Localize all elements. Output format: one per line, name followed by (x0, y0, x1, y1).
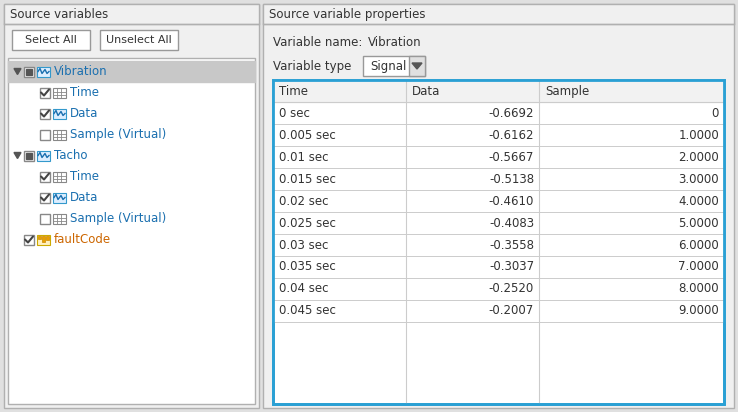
Bar (37, 150, 50, 161)
Text: -0.6692: -0.6692 (489, 106, 534, 119)
Text: Sample (Virtual): Sample (Virtual) (70, 212, 166, 225)
Text: 0.04 sec: 0.04 sec (279, 283, 328, 295)
Bar (273, 190, 724, 212)
Text: 0.01 sec: 0.01 sec (279, 150, 328, 164)
Text: -0.6162: -0.6162 (489, 129, 534, 141)
Text: Vibration: Vibration (54, 65, 108, 78)
Text: Data: Data (70, 107, 98, 120)
Bar (40, 129, 50, 140)
Text: Variable type: Variable type (273, 59, 351, 73)
Text: Time: Time (70, 170, 99, 183)
Bar (4, 4, 259, 24)
Bar (100, 30, 178, 50)
Bar (53, 108, 66, 119)
Polygon shape (14, 68, 21, 75)
Bar (46, 236, 49, 239)
Text: 0: 0 (711, 106, 719, 119)
Bar (273, 212, 724, 234)
Bar (53, 171, 66, 182)
Text: 9.0000: 9.0000 (678, 304, 719, 318)
Text: 6.0000: 6.0000 (678, 239, 719, 251)
Bar (53, 192, 66, 203)
Bar (273, 146, 724, 168)
Bar (40, 213, 50, 223)
Text: Source variables: Source variables (10, 7, 108, 21)
Text: 3.0000: 3.0000 (678, 173, 719, 185)
Polygon shape (412, 63, 422, 69)
Bar (409, 56, 425, 76)
Bar (24, 66, 34, 77)
Text: Sample (Virtual): Sample (Virtual) (70, 128, 166, 141)
Text: 0.015 sec: 0.015 sec (279, 173, 336, 185)
Bar (26, 68, 32, 75)
Bar (53, 87, 66, 98)
Text: 0.005 sec: 0.005 sec (279, 129, 336, 141)
Bar (24, 234, 34, 244)
Bar (263, 4, 734, 24)
Text: 4.0000: 4.0000 (678, 194, 719, 208)
Bar (273, 80, 724, 404)
Polygon shape (14, 152, 21, 159)
Bar (53, 129, 66, 140)
Text: 8.0000: 8.0000 (678, 283, 719, 295)
Bar (12, 30, 90, 50)
Bar (26, 152, 32, 159)
Bar (40, 108, 50, 119)
Bar (263, 4, 734, 408)
Text: Tacho: Tacho (54, 149, 88, 162)
Text: 0 sec: 0 sec (279, 106, 310, 119)
Bar (40, 87, 50, 98)
Text: Unselect All: Unselect All (106, 35, 172, 45)
Text: Data: Data (412, 84, 441, 98)
Bar (273, 102, 724, 124)
Bar (273, 256, 724, 278)
Text: Select All: Select All (25, 35, 77, 45)
Bar (42, 236, 45, 241)
Text: -0.5138: -0.5138 (489, 173, 534, 185)
Text: Time: Time (70, 86, 99, 99)
Bar (273, 124, 724, 146)
Text: Variable name:: Variable name: (273, 35, 362, 49)
Text: 0.035 sec: 0.035 sec (279, 260, 336, 274)
Text: 7.0000: 7.0000 (678, 260, 719, 274)
Text: 1.0000: 1.0000 (678, 129, 719, 141)
Text: 0.03 sec: 0.03 sec (279, 239, 328, 251)
Bar (37, 66, 50, 77)
Bar (273, 234, 724, 256)
Text: faultCode: faultCode (54, 233, 111, 246)
Bar (8, 61, 255, 82)
Bar (273, 300, 724, 322)
Bar (273, 80, 724, 404)
Bar (273, 278, 724, 300)
Text: -0.2520: -0.2520 (489, 283, 534, 295)
Text: 0.02 sec: 0.02 sec (279, 194, 328, 208)
Bar (273, 168, 724, 190)
Bar (37, 234, 50, 244)
Text: -0.5667: -0.5667 (489, 150, 534, 164)
Text: 5.0000: 5.0000 (678, 216, 719, 229)
Text: Sample: Sample (545, 84, 590, 98)
Text: 2.0000: 2.0000 (678, 150, 719, 164)
Text: Source variable properties: Source variable properties (269, 7, 426, 21)
Bar (40, 171, 50, 182)
Bar (24, 150, 34, 161)
Text: Time: Time (279, 84, 308, 98)
Text: Data: Data (70, 191, 98, 204)
Text: Signal: Signal (370, 59, 407, 73)
Bar (38, 236, 41, 239)
Text: 0.025 sec: 0.025 sec (279, 216, 336, 229)
Bar (40, 192, 50, 203)
Bar (53, 213, 66, 223)
Bar (8, 58, 255, 404)
Text: -0.3558: -0.3558 (489, 239, 534, 251)
Bar (4, 4, 259, 408)
Text: -0.4083: -0.4083 (489, 216, 534, 229)
Bar (363, 56, 425, 76)
Bar (273, 80, 724, 102)
Text: -0.4610: -0.4610 (489, 194, 534, 208)
Text: Vibration: Vibration (368, 35, 421, 49)
Text: 0.045 sec: 0.045 sec (279, 304, 336, 318)
Text: -0.3037: -0.3037 (489, 260, 534, 274)
Text: -0.2007: -0.2007 (489, 304, 534, 318)
